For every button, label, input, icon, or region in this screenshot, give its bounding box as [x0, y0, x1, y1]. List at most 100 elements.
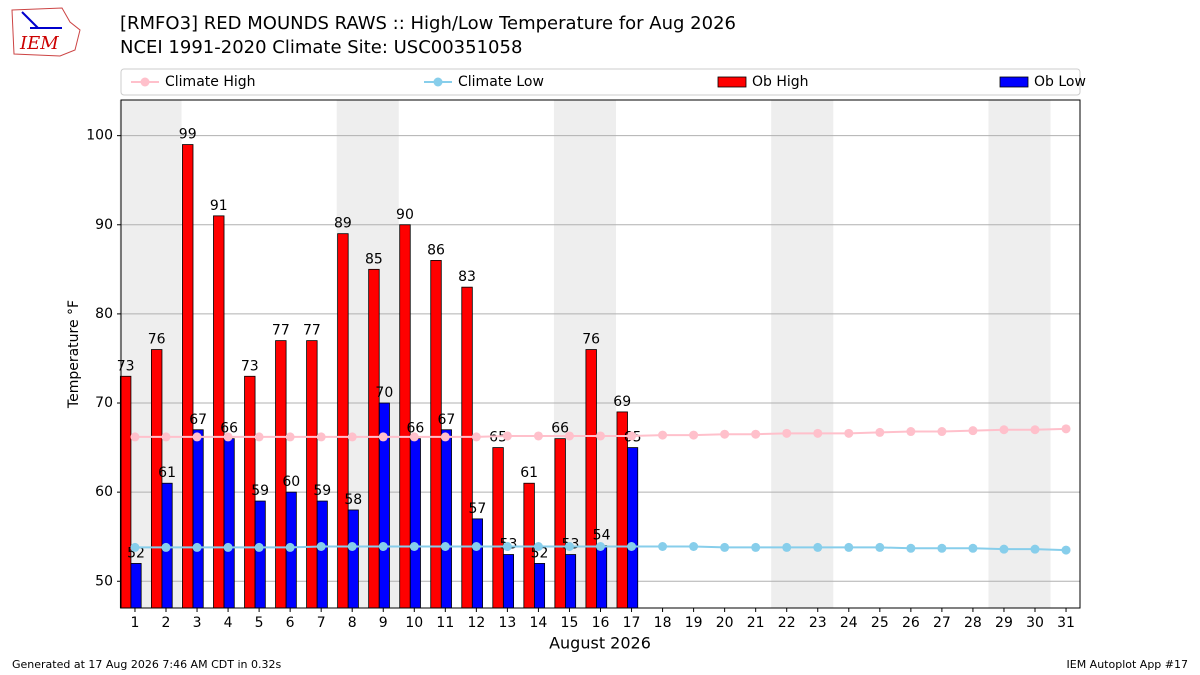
bar	[192, 429, 204, 609]
legend-swatch	[717, 76, 747, 88]
data-label: 76	[148, 332, 166, 348]
bar	[347, 509, 359, 609]
bar	[223, 438, 235, 609]
data-label: 67	[437, 412, 455, 428]
line-marker	[968, 543, 978, 553]
line-marker	[937, 543, 947, 553]
line-marker	[502, 431, 512, 441]
y-tick-label: 80	[95, 306, 113, 322]
line-marker	[223, 542, 233, 552]
bar	[368, 268, 380, 609]
line-marker	[813, 428, 823, 438]
x-tick-label: 9	[379, 615, 388, 631]
data-label: 61	[158, 465, 176, 481]
legend-swatch	[999, 76, 1029, 88]
data-label: 91	[210, 198, 228, 214]
x-tick-label: 24	[840, 615, 858, 631]
x-tick-label: 6	[286, 615, 295, 631]
x-tick-label: 19	[685, 615, 703, 631]
data-label: 61	[520, 465, 538, 481]
bar	[492, 447, 504, 609]
bar	[337, 233, 349, 609]
line-marker	[161, 542, 171, 552]
data-label: 70	[375, 385, 393, 401]
line-marker	[564, 542, 574, 552]
logo-outline	[11, 7, 81, 57]
x-tick-label: 11	[436, 615, 454, 631]
line-marker	[999, 544, 1009, 554]
x-tick-label: 15	[561, 615, 579, 631]
x-tick-label: 29	[995, 615, 1013, 631]
line-marker	[440, 542, 450, 552]
line-marker	[1061, 545, 1071, 555]
x-tick-label: 10	[405, 615, 423, 631]
bar	[627, 447, 639, 609]
x-tick-label: 26	[902, 615, 920, 631]
line-marker	[658, 542, 668, 552]
legend-marker	[433, 77, 443, 87]
legend-label: Ob Low	[1034, 74, 1086, 90]
line-marker	[285, 542, 295, 552]
data-label: 99	[179, 127, 197, 143]
data-label: 66	[551, 421, 569, 437]
plot-frame	[120, 99, 1081, 609]
data-label: 77	[272, 323, 290, 339]
data-label: 54	[593, 528, 611, 544]
bar	[119, 375, 132, 609]
data-label: 85	[365, 251, 383, 267]
line-marker	[347, 432, 357, 442]
line-marker	[813, 542, 823, 552]
bar	[461, 286, 473, 609]
line-marker	[906, 543, 916, 553]
data-label: 73	[117, 358, 135, 374]
weekend-shade	[988, 100, 1051, 608]
x-tick-label: 1	[131, 615, 140, 631]
line-marker	[378, 542, 388, 552]
x-tick-label: 16	[592, 615, 610, 631]
y-tick-label: 70	[95, 395, 113, 411]
data-label: 90	[396, 207, 414, 223]
line-marker	[906, 427, 916, 437]
bar	[554, 438, 566, 609]
x-axis-label: August 2026	[549, 634, 651, 653]
x-tick-label: 3	[193, 615, 202, 631]
x-tick-label: 12	[467, 615, 485, 631]
x-tick-label: 27	[933, 615, 951, 631]
x-tick-label: 18	[654, 615, 672, 631]
bar	[502, 554, 515, 609]
data-label: 66	[220, 421, 238, 437]
x-tick-label: 30	[1026, 615, 1044, 631]
bar	[471, 518, 483, 609]
bar	[182, 144, 194, 609]
line-marker	[937, 427, 947, 437]
line-marker	[720, 429, 730, 439]
line-marker	[875, 427, 885, 437]
line-marker	[782, 542, 792, 552]
x-tick-label: 8	[348, 615, 357, 631]
data-label: 69	[613, 394, 631, 410]
data-label: 57	[469, 501, 487, 517]
line-marker	[192, 432, 202, 442]
line-marker	[130, 432, 140, 442]
line-marker	[564, 431, 574, 441]
logo: IEM	[11, 7, 81, 57]
x-tick-label: 14	[530, 615, 548, 631]
legend-label: Climate Low	[458, 74, 544, 90]
footer: IEM Autoplot App #17	[1067, 658, 1189, 671]
chart-subtitle: NCEI 1991-2020 Climate Site: USC00351058	[120, 37, 522, 58]
line-marker	[502, 542, 512, 552]
logo-text: IEM	[19, 33, 59, 54]
x-tick-label: 7	[317, 615, 326, 631]
line-marker	[627, 542, 637, 552]
x-tick-label: 13	[498, 615, 516, 631]
line-marker	[1030, 425, 1040, 435]
line-marker	[596, 542, 605, 552]
line-marker	[844, 542, 854, 552]
x-tick-label: 31	[1057, 615, 1075, 631]
chart-title: [RMFO3] RED MOUNDS RAWS :: High/Low Temp…	[120, 13, 736, 34]
line-marker	[471, 432, 481, 442]
x-tick-label: 20	[716, 615, 734, 631]
bar	[533, 563, 546, 609]
line-marker	[192, 542, 202, 552]
